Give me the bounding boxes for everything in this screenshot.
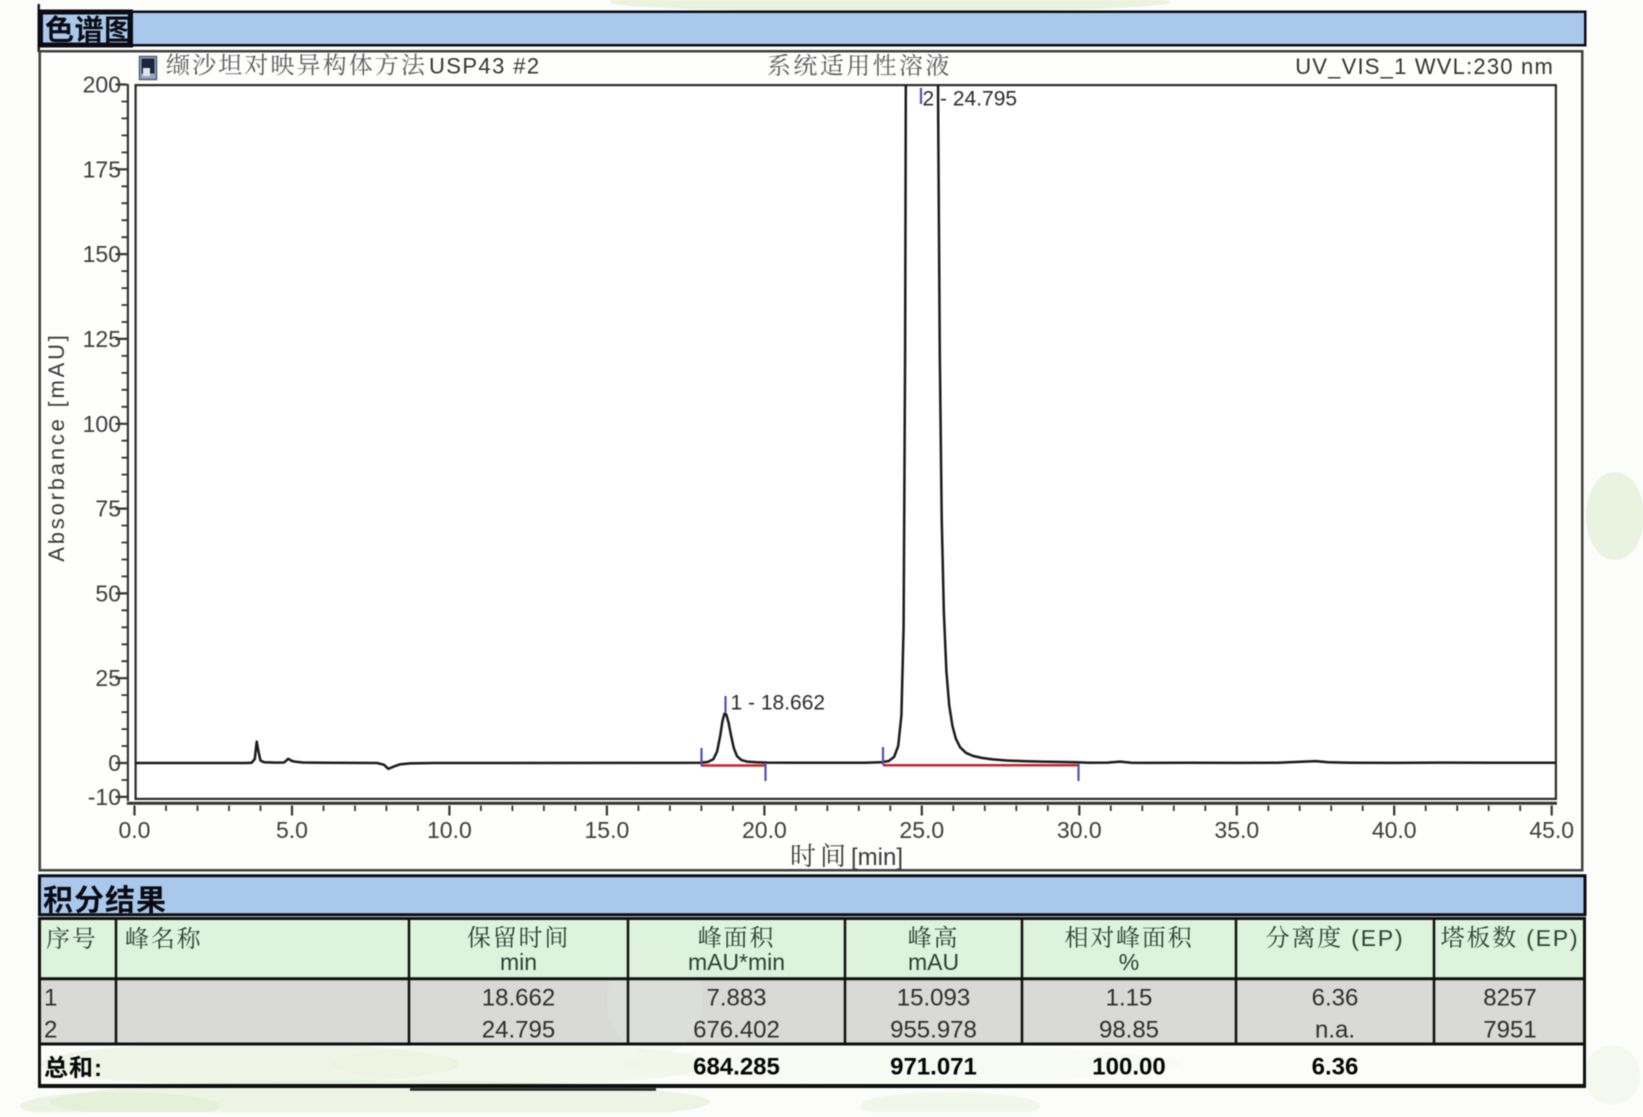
svg-text:25.0: 25.0: [899, 817, 944, 843]
svg-text:684.285: 684.285: [693, 1054, 780, 1081]
svg-text:n.a.: n.a.: [1315, 1017, 1355, 1044]
svg-text:mAU: mAU: [908, 949, 959, 975]
svg-text:25: 25: [95, 665, 121, 691]
svg-text:USP43 #2: USP43 #2: [429, 54, 541, 79]
svg-text:175: 175: [83, 156, 121, 182]
svg-text:15.0: 15.0: [585, 817, 630, 843]
svg-text:955.978: 955.978: [890, 1017, 977, 1044]
svg-text:35.0: 35.0: [1214, 817, 1259, 843]
svg-text:1: 1: [44, 985, 57, 1012]
svg-text:30.0: 30.0: [1057, 817, 1102, 843]
svg-text:45.0: 45.0: [1529, 817, 1574, 843]
svg-text:100.00: 100.00: [1092, 1054, 1165, 1081]
svg-text:150: 150: [83, 241, 121, 267]
svg-text:0.0: 0.0: [119, 817, 151, 843]
svg-text:5.0: 5.0: [276, 817, 308, 843]
svg-text:100: 100: [83, 411, 121, 437]
svg-text:40.0: 40.0: [1372, 817, 1417, 843]
svg-text:125: 125: [83, 326, 121, 352]
svg-text:mAU*min: mAU*min: [688, 949, 785, 975]
svg-text:10.0: 10.0: [427, 817, 472, 843]
svg-text:1.15: 1.15: [1106, 985, 1153, 1012]
svg-text:7951: 7951: [1483, 1017, 1536, 1044]
svg-text:24.795: 24.795: [482, 1017, 555, 1044]
svg-text:Absorbance [mAU]: Absorbance [mAU]: [44, 332, 69, 561]
svg-text:676.402: 676.402: [693, 1017, 780, 1044]
svg-text:200: 200: [83, 72, 121, 98]
svg-text:18.662: 18.662: [482, 985, 555, 1012]
svg-text:2 - 24.795: 2 - 24.795: [923, 88, 1018, 111]
svg-text:0: 0: [108, 750, 121, 776]
svg-text:[min]: [min]: [851, 844, 903, 871]
svg-text:98.85: 98.85: [1099, 1017, 1159, 1044]
svg-text:15.093: 15.093: [897, 985, 970, 1012]
svg-text:6.36: 6.36: [1312, 985, 1359, 1012]
svg-text:%: %: [1119, 949, 1139, 975]
svg-text:2: 2: [44, 1017, 57, 1044]
svg-text:1 - 18.662: 1 - 18.662: [731, 692, 826, 715]
svg-text:50: 50: [95, 580, 121, 606]
svg-text:min: min: [500, 949, 537, 975]
svg-text:971.071: 971.071: [890, 1054, 977, 1081]
svg-text:8257: 8257: [1483, 985, 1536, 1012]
svg-text:-10: -10: [88, 784, 121, 810]
svg-text:7.883: 7.883: [706, 985, 766, 1012]
svg-text:UV_VIS_1 WVL:230 nm: UV_VIS_1 WVL:230 nm: [1295, 54, 1554, 79]
svg-text:20.0: 20.0: [742, 817, 787, 843]
svg-text:75: 75: [95, 496, 121, 522]
svg-text:6.36: 6.36: [1312, 1054, 1359, 1081]
